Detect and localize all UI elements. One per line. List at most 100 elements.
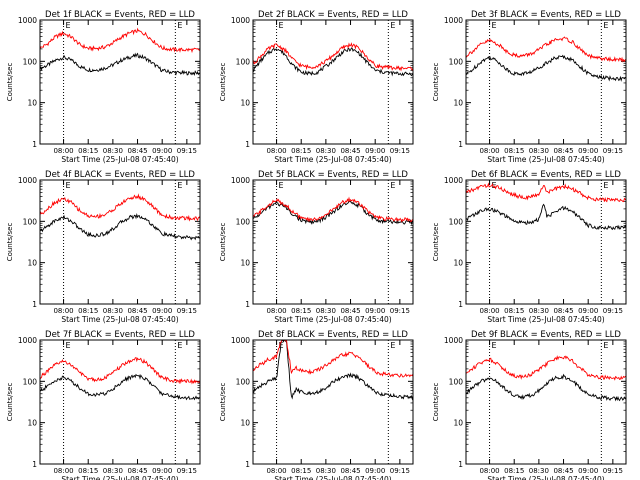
y-tick-label: 1000 bbox=[18, 16, 37, 25]
x-tick-label: 08:45 bbox=[127, 307, 147, 315]
events-series-line bbox=[465, 54, 627, 82]
y-tick-label: 100 bbox=[23, 377, 38, 386]
y-tick-label: 1 bbox=[245, 140, 250, 149]
chart-title: Det 5f BLACK = Events, RED = LLD bbox=[258, 170, 408, 180]
y-axis-label: Counts/sec bbox=[219, 63, 227, 102]
x-tick-label: 08:15 bbox=[504, 307, 524, 315]
plot-frame bbox=[465, 19, 627, 145]
x-tick-label: 08:00 bbox=[266, 467, 286, 475]
y-axis-label: Counts/sec bbox=[219, 223, 227, 262]
detector-chart-5: Det 5f BLACK = Events, RED = LLD Counts/s… bbox=[219, 170, 414, 324]
x-tick-label: 08:30 bbox=[316, 307, 336, 315]
x-tick-label: 09:00 bbox=[365, 307, 385, 315]
event-marker-label: E bbox=[492, 21, 497, 30]
y-axis-label: Counts/sec bbox=[432, 223, 440, 262]
x-tick-label: 09:00 bbox=[152, 147, 172, 155]
y-tick-label: 1000 bbox=[18, 336, 37, 345]
x-tick-label: 09:00 bbox=[578, 147, 598, 155]
chart-title: Det 9f BLACK = Events, RED = LLD bbox=[471, 330, 621, 340]
events-series-line bbox=[465, 373, 627, 402]
x-tick-label: 08:30 bbox=[316, 467, 336, 475]
x-tick-label: 09:00 bbox=[365, 147, 385, 155]
y-axis-label: Counts/sec bbox=[432, 63, 440, 102]
plot-frame bbox=[39, 179, 201, 305]
x-tick-label: 08:00 bbox=[479, 467, 499, 475]
detector-chart-4: Det 4f BLACK = Events, RED = LLD Counts/s… bbox=[6, 170, 201, 324]
y-tick-label: 100 bbox=[236, 217, 251, 226]
x-tick-label: 08:45 bbox=[340, 147, 360, 155]
plot-frame bbox=[252, 179, 414, 305]
x-tick-label: 09:15 bbox=[177, 307, 197, 315]
y-tick-label: 100 bbox=[236, 57, 251, 66]
x-tick-label: 08:15 bbox=[78, 307, 98, 315]
plot-frame bbox=[39, 19, 201, 145]
events-series-line bbox=[39, 52, 201, 76]
x-tick-label: 08:15 bbox=[78, 147, 98, 155]
x-tick-label: 08:30 bbox=[316, 147, 336, 155]
event-marker-label: E bbox=[177, 341, 182, 350]
detector-chart-8: Det 8f BLACK = Events, RED = LLD Counts/s… bbox=[219, 330, 414, 480]
x-tick-label: 08:15 bbox=[504, 467, 524, 475]
y-tick-label: 1 bbox=[32, 300, 37, 309]
events-series-line bbox=[252, 47, 414, 77]
y-tick-label: 1000 bbox=[231, 16, 250, 25]
y-tick-label: 1000 bbox=[231, 336, 250, 345]
chart-title: Det 4f BLACK = Events, RED = LLD bbox=[45, 170, 195, 180]
x-tick-label: 09:15 bbox=[603, 147, 623, 155]
y-tick-label: 10 bbox=[240, 99, 250, 108]
event-marker-label: E bbox=[390, 21, 395, 30]
x-tick-label: 08:15 bbox=[291, 307, 311, 315]
y-tick-label: 100 bbox=[449, 57, 464, 66]
x-tick-label: 08:15 bbox=[291, 467, 311, 475]
lld-series-line bbox=[39, 27, 201, 54]
y-tick-label: 10 bbox=[27, 259, 37, 268]
y-tick-label: 100 bbox=[23, 57, 38, 66]
y-tick-label: 10 bbox=[453, 99, 463, 108]
x-tick-label: 08:30 bbox=[103, 467, 123, 475]
event-marker-label: E bbox=[603, 181, 608, 190]
x-tick-label: 09:15 bbox=[390, 467, 410, 475]
x-axis-label: Start Time (25-Jul-08 07:45:40) bbox=[274, 475, 391, 480]
chart-title: Det 6f BLACK = Events, RED = LLD bbox=[471, 170, 621, 180]
lld-series-line bbox=[465, 182, 627, 203]
event-marker-label: E bbox=[279, 21, 284, 30]
x-tick-label: 08:00 bbox=[479, 307, 499, 315]
x-tick-label: 09:15 bbox=[390, 307, 410, 315]
detector-chart-9: Det 9f BLACK = Events, RED = LLD Counts/s… bbox=[432, 330, 627, 480]
y-tick-label: 100 bbox=[236, 377, 251, 386]
x-tick-label: 08:15 bbox=[291, 147, 311, 155]
event-marker-label: E bbox=[66, 21, 71, 30]
x-tick-label: 08:45 bbox=[553, 147, 573, 155]
x-tick-label: 08:45 bbox=[127, 147, 147, 155]
x-tick-label: 09:00 bbox=[578, 467, 598, 475]
x-tick-label: 08:15 bbox=[78, 467, 98, 475]
events-series-line bbox=[252, 339, 414, 401]
x-tick-label: 08:00 bbox=[266, 307, 286, 315]
x-tick-label: 09:15 bbox=[603, 467, 623, 475]
lld-series-line bbox=[252, 339, 414, 378]
x-tick-label: 09:15 bbox=[390, 147, 410, 155]
x-tick-label: 08:45 bbox=[127, 467, 147, 475]
x-axis-label: Start Time (25-Jul-08 07:45:40) bbox=[61, 315, 178, 324]
plot-frame bbox=[252, 339, 414, 465]
x-tick-label: 09:00 bbox=[152, 467, 172, 475]
lld-series-line bbox=[39, 356, 201, 385]
x-axis-label: Start Time (25-Jul-08 07:45:40) bbox=[487, 475, 604, 480]
y-tick-label: 1 bbox=[32, 460, 37, 469]
lld-series-line bbox=[465, 36, 627, 63]
events-series-line bbox=[39, 213, 201, 241]
y-tick-label: 100 bbox=[449, 217, 464, 226]
x-tick-label: 09:15 bbox=[603, 307, 623, 315]
lld-series-line bbox=[465, 355, 627, 381]
x-axis-label: Start Time (25-Jul-08 07:45:40) bbox=[274, 315, 391, 324]
detector-chart-2: Det 2f BLACK = Events, RED = LLD Counts/s… bbox=[219, 10, 414, 164]
y-tick-label: 10 bbox=[453, 419, 463, 428]
lld-series-line bbox=[252, 196, 414, 223]
detector-chart-6: Det 6f BLACK = Events, RED = LLD Counts/s… bbox=[432, 170, 627, 324]
events-series-line bbox=[252, 200, 414, 226]
x-tick-label: 08:30 bbox=[529, 307, 549, 315]
event-marker-label: E bbox=[66, 341, 71, 350]
y-tick-label: 10 bbox=[453, 259, 463, 268]
y-axis-label: Counts/sec bbox=[6, 223, 14, 262]
